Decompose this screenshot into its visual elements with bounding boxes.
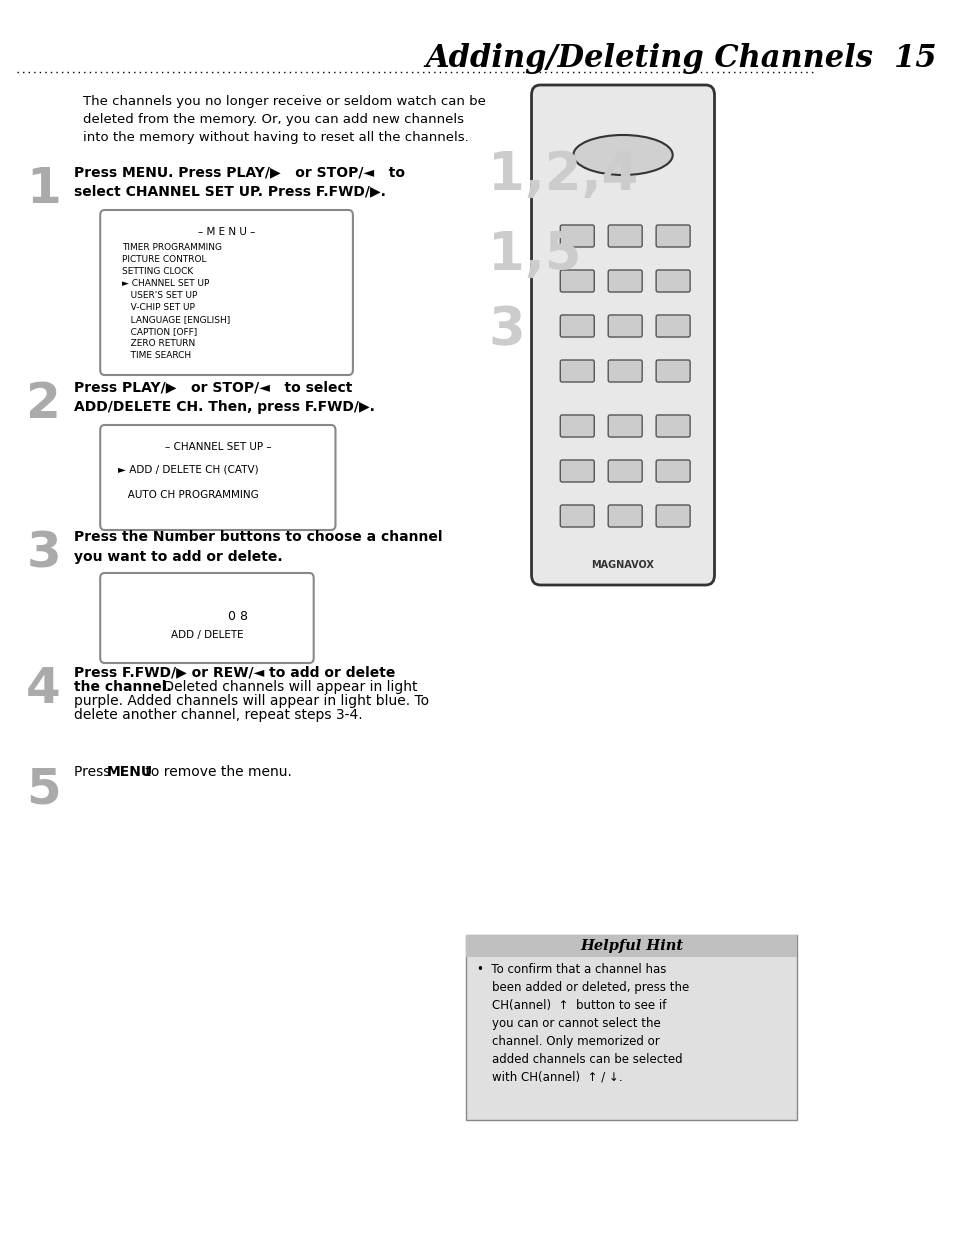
- Text: to remove the menu.: to remove the menu.: [141, 764, 292, 779]
- Text: V-CHIP SET UP: V-CHIP SET UP: [122, 303, 194, 312]
- Text: •  To confirm that a channel has
    been added or deleted, press the
    CH(ann: • To confirm that a channel has been add…: [476, 963, 688, 1084]
- Text: Press MENU. Press PLAY/▶   or STOP/◄   to
select CHANNEL SET UP. Press F.FWD/▶.: Press MENU. Press PLAY/▶ or STOP/◄ to se…: [74, 165, 405, 199]
- FancyBboxPatch shape: [608, 505, 641, 527]
- FancyBboxPatch shape: [656, 505, 689, 527]
- FancyBboxPatch shape: [531, 85, 714, 585]
- FancyBboxPatch shape: [559, 415, 594, 437]
- Text: Press F.FWD/▶ or REW/◄ to add or delete: Press F.FWD/▶ or REW/◄ to add or delete: [74, 664, 395, 679]
- FancyBboxPatch shape: [608, 359, 641, 382]
- Text: Deleted channels will appear in light: Deleted channels will appear in light: [159, 680, 417, 694]
- FancyBboxPatch shape: [656, 359, 689, 382]
- FancyBboxPatch shape: [656, 459, 689, 482]
- Text: 4: 4: [26, 664, 61, 713]
- Text: CAPTION [OFF]: CAPTION [OFF]: [122, 327, 197, 336]
- Text: 0 8: 0 8: [228, 610, 248, 622]
- Text: 3: 3: [487, 304, 524, 356]
- FancyBboxPatch shape: [559, 505, 594, 527]
- Text: ► ADD / DELETE CH (CATV): ► ADD / DELETE CH (CATV): [117, 466, 258, 475]
- Text: 3: 3: [26, 530, 61, 578]
- Bar: [466, 935, 797, 957]
- FancyBboxPatch shape: [656, 225, 689, 247]
- Text: Press: Press: [74, 764, 114, 779]
- FancyBboxPatch shape: [466, 935, 797, 1120]
- FancyBboxPatch shape: [608, 459, 641, 482]
- Text: TIMER PROGRAMMING: TIMER PROGRAMMING: [122, 243, 222, 252]
- Text: purple. Added channels will appear in light blue. To: purple. Added channels will appear in li…: [74, 694, 429, 708]
- FancyBboxPatch shape: [608, 270, 641, 291]
- FancyBboxPatch shape: [559, 225, 594, 247]
- FancyBboxPatch shape: [100, 210, 353, 375]
- Text: AUTO CH PROGRAMMING: AUTO CH PROGRAMMING: [117, 490, 258, 500]
- FancyBboxPatch shape: [656, 315, 689, 337]
- FancyBboxPatch shape: [100, 425, 335, 530]
- Text: ► CHANNEL SET UP: ► CHANNEL SET UP: [122, 279, 209, 288]
- Text: 5: 5: [26, 764, 61, 813]
- FancyBboxPatch shape: [608, 225, 641, 247]
- FancyBboxPatch shape: [559, 359, 594, 382]
- FancyBboxPatch shape: [656, 415, 689, 437]
- Text: – CHANNEL SET UP –: – CHANNEL SET UP –: [164, 442, 271, 452]
- FancyBboxPatch shape: [559, 459, 594, 482]
- Text: Press PLAY/▶   or STOP/◄   to select
ADD/DELETE CH. Then, press F.FWD/▶.: Press PLAY/▶ or STOP/◄ to select ADD/DEL…: [74, 380, 375, 414]
- Text: MENU: MENU: [106, 764, 152, 779]
- FancyBboxPatch shape: [559, 270, 594, 291]
- Text: USER'S SET UP: USER'S SET UP: [122, 291, 197, 300]
- Text: ZERO RETURN: ZERO RETURN: [122, 338, 195, 348]
- FancyBboxPatch shape: [608, 315, 641, 337]
- Text: MAGNAVOX: MAGNAVOX: [591, 559, 654, 571]
- Text: – M E N U –: – M E N U –: [197, 227, 255, 237]
- Text: Adding/Deleting Channels  15: Adding/Deleting Channels 15: [425, 42, 937, 74]
- Text: LANGUAGE [ENGLISH]: LANGUAGE [ENGLISH]: [122, 315, 230, 324]
- Text: TIME SEARCH: TIME SEARCH: [122, 351, 191, 359]
- Text: Helpful Hint: Helpful Hint: [579, 939, 682, 953]
- Text: 1,2,4: 1,2,4: [487, 149, 638, 201]
- Text: ADD / DELETE: ADD / DELETE: [171, 630, 243, 640]
- FancyBboxPatch shape: [608, 415, 641, 437]
- Text: The channels you no longer receive or seldom watch can be
deleted from the memor: The channels you no longer receive or se…: [83, 95, 485, 144]
- Text: 1,5: 1,5: [487, 228, 580, 282]
- Text: PICTURE CONTROL: PICTURE CONTROL: [122, 254, 206, 264]
- Text: SETTING CLOCK: SETTING CLOCK: [122, 267, 193, 275]
- FancyBboxPatch shape: [559, 315, 594, 337]
- Text: Press the Number buttons to choose a channel
you want to add or delete.: Press the Number buttons to choose a cha…: [74, 530, 442, 563]
- FancyBboxPatch shape: [656, 270, 689, 291]
- Text: 1: 1: [26, 165, 61, 212]
- FancyBboxPatch shape: [100, 573, 314, 663]
- Text: the channel.: the channel.: [74, 680, 172, 694]
- Text: delete another channel, repeat steps 3-4.: delete another channel, repeat steps 3-4…: [74, 708, 362, 722]
- Text: 2: 2: [26, 380, 61, 429]
- Ellipse shape: [573, 135, 672, 175]
